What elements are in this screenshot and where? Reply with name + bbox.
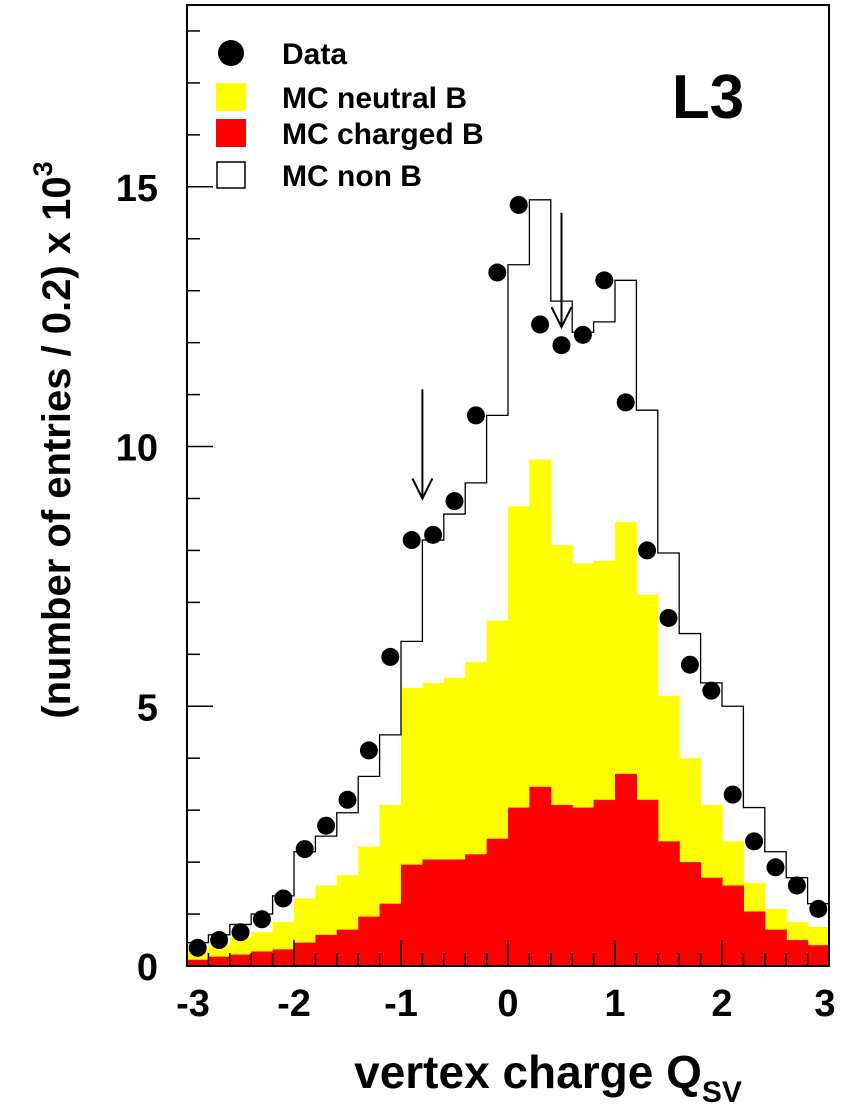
charged-b-bar <box>401 864 423 966</box>
charged-b-bar <box>615 773 637 966</box>
charged-b-bar <box>679 862 702 966</box>
y-tick-label: 10 <box>116 428 158 470</box>
charged-b-bar <box>379 903 402 966</box>
charged-b-bar <box>315 934 338 966</box>
charged-b-bar <box>208 956 231 966</box>
x-axis-title-main: vertex charge Q <box>354 1046 702 1098</box>
arrow-annotation <box>550 212 573 330</box>
legend-swatch <box>216 119 246 147</box>
charged-b-bar <box>294 942 316 966</box>
charged-b-bar <box>807 945 830 966</box>
data-point <box>402 531 421 550</box>
data-point <box>702 681 721 700</box>
data-point <box>809 899 828 918</box>
data-point <box>488 263 507 282</box>
charged-b-bar <box>572 807 595 966</box>
charged-b-bar <box>187 959 209 966</box>
data-point <box>317 816 336 835</box>
charged-b-bar <box>251 951 274 966</box>
y-tick-label: 0 <box>137 947 158 989</box>
charged-b-bar <box>657 841 680 966</box>
legend-marker-data <box>218 40 244 66</box>
x-tick-label: -1 <box>384 983 418 1025</box>
legend-swatch-outline <box>216 161 246 189</box>
data-point <box>359 741 378 760</box>
legend-swatch <box>216 83 246 111</box>
charged-b-bar <box>422 859 445 966</box>
charged-b-bar <box>550 804 573 966</box>
data-point <box>445 492 464 511</box>
charged-b-bar <box>486 838 509 966</box>
charged-b-bar <box>336 929 359 966</box>
y-tick-label: 15 <box>116 168 158 210</box>
arrow-head <box>550 306 573 330</box>
data-point <box>531 315 550 334</box>
data-point <box>424 525 443 544</box>
legend: Data MC neutral BMC charged B MC non B <box>216 38 484 193</box>
data-point <box>723 785 742 804</box>
y-axis-title: (number of entries / 0.2) x 103 <box>28 161 79 718</box>
data-point <box>210 931 229 950</box>
charged-b-bar <box>593 799 616 966</box>
arrow-head <box>411 478 434 501</box>
charged-b-bar <box>272 949 295 966</box>
x-axis-title-subscript: SV <box>702 1076 742 1109</box>
legend-label: MC charged B <box>282 118 484 151</box>
legend-item: MC charged B <box>216 118 484 151</box>
experiment-label: L3 <box>672 63 744 132</box>
charged-b-bar <box>508 807 530 966</box>
data-point <box>295 840 314 859</box>
x-tick-label: 3 <box>814 983 835 1025</box>
x-tick-label: -2 <box>277 983 311 1025</box>
data-point <box>231 923 250 942</box>
data-point <box>188 938 207 957</box>
legend-item: MC non B <box>216 160 422 193</box>
y-axis-title-superscript: 3 <box>28 161 58 176</box>
x-tick-label: 0 <box>497 983 518 1025</box>
charged-b-bar <box>529 786 552 966</box>
y-tick-label: 5 <box>137 687 158 729</box>
data-point <box>252 910 271 929</box>
charged-b-bar <box>722 885 744 966</box>
data-point <box>745 832 764 851</box>
data-point <box>787 876 806 895</box>
x-tick-label: 2 <box>711 983 732 1025</box>
legend-label: Data <box>282 38 347 71</box>
charged-b-bar <box>443 859 466 966</box>
non-b-step-line <box>186 199 830 966</box>
charged-b-bar <box>229 954 252 966</box>
x-tick-label: -3 <box>176 983 210 1025</box>
data-point <box>766 858 785 877</box>
data-point <box>274 889 293 908</box>
charged-b-bar <box>764 929 787 966</box>
legend-item: Data <box>218 38 347 71</box>
charged-b-bar <box>786 940 809 966</box>
arrow-annotation <box>411 389 434 501</box>
histogram-area <box>186 195 830 966</box>
data-point <box>509 195 528 214</box>
charged-b-bar <box>636 799 659 966</box>
legend-item: MC neutral B <box>216 82 467 115</box>
data-point <box>616 393 635 412</box>
data-point <box>338 790 357 809</box>
y-axis-title-main: (number of entries / 0.2) x 10 <box>35 176 79 718</box>
data-point <box>638 541 657 560</box>
x-tick-label: 1 <box>604 983 625 1025</box>
charged-b-bar <box>465 854 488 966</box>
charged-b-bar <box>358 916 381 966</box>
legend-label: MC neutral B <box>282 82 467 115</box>
data-point <box>552 336 571 355</box>
data-point <box>381 647 400 666</box>
data-point <box>680 655 699 674</box>
charged-b-bar <box>700 877 723 966</box>
data-point <box>573 325 592 344</box>
axes: -3 -2 -1 0 1 2 3 0 5 10 15 <box>116 4 836 1025</box>
x-axis-title: vertex charge QSV <box>354 1046 742 1109</box>
data-point <box>466 406 485 425</box>
data-point <box>659 608 678 627</box>
data-point <box>595 271 614 290</box>
legend-label: MC non B <box>282 160 422 193</box>
charged-b-bar <box>743 911 766 966</box>
